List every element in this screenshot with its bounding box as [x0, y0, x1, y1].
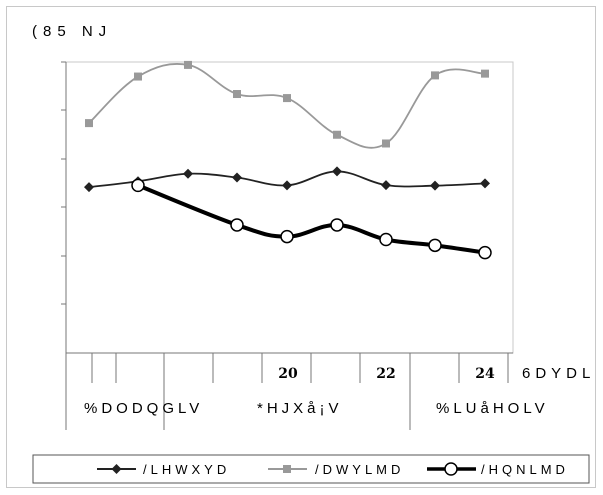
- group-label: %LUåHOLV: [436, 400, 549, 417]
- x-axis-label: 6DYDL: [522, 365, 595, 382]
- data-point: [183, 168, 193, 179]
- data-point: [134, 72, 142, 81]
- data-point: [233, 90, 241, 99]
- legend-label: /DWYLMD: [315, 462, 404, 477]
- data-point: [280, 229, 294, 244]
- data-point: [333, 130, 341, 139]
- data-point: [332, 166, 342, 177]
- series-layer: [84, 60, 492, 260]
- data-point: [230, 218, 244, 232]
- data-point: [330, 218, 344, 232]
- data-point: [84, 182, 94, 193]
- legend: /LHWXYD /DWYLMD /HQNLMD: [32, 454, 590, 484]
- data-point: [184, 60, 192, 69]
- data-point: [478, 245, 492, 260]
- plot-area: [65, 61, 514, 354]
- x-tick-label: 24: [475, 366, 495, 382]
- x-tick-label: 20: [278, 366, 298, 382]
- data-point: [480, 178, 490, 189]
- legend-label: /LHWXYD: [143, 462, 230, 477]
- x-tick-label: 22: [376, 366, 395, 382]
- legend-label: /HQNLMD: [481, 462, 569, 477]
- legend-swatch-circle: [444, 462, 458, 476]
- data-point: [131, 178, 145, 193]
- data-point: [431, 71, 439, 80]
- data-point: [381, 180, 391, 191]
- data-point: [430, 180, 440, 191]
- data-point: [379, 232, 393, 247]
- data-point: [428, 238, 442, 253]
- data-point: [232, 172, 242, 183]
- data-point: [481, 69, 489, 78]
- data-point: [283, 94, 291, 103]
- y-ticks: [61, 61, 66, 305]
- group-label: %DODQGLV: [84, 400, 203, 417]
- group-label: *HJXå¡V: [257, 400, 343, 417]
- legend-swatch-diamond: [111, 464, 122, 474]
- data-point: [282, 180, 292, 191]
- data-point: [85, 119, 93, 128]
- y-axis-label: (85 NJ: [32, 23, 112, 40]
- data-point: [382, 139, 390, 148]
- legend-swatch-square: [283, 465, 291, 473]
- category-dividers: [65, 353, 509, 430]
